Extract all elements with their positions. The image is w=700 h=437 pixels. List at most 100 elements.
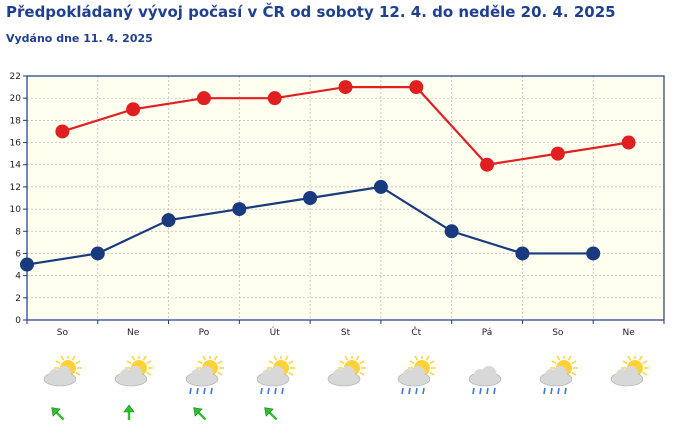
min-temperature-point [161, 213, 176, 228]
rain-drop [408, 387, 412, 395]
sun-ray [284, 355, 289, 361]
max-temperature-point [550, 146, 565, 161]
sun-ray [273, 355, 277, 361]
x-tick-label: Ne [127, 328, 140, 338]
sun-ray [426, 355, 430, 361]
max-temperature-point [480, 157, 495, 172]
rain-drop [543, 387, 546, 395]
cloud-puff [552, 366, 567, 380]
min-temperature-point [303, 191, 318, 205]
rain-drop [472, 387, 475, 395]
wind-arrow-icon [123, 404, 135, 422]
rain-drop [550, 387, 553, 395]
sun-ray [551, 360, 557, 365]
wind-arrow-icon [263, 407, 278, 421]
sun-cloud-rain-icon-graphic [539, 354, 578, 395]
cloud-puff [623, 366, 638, 380]
chart-axes: 0 2 4 6 8 10 12 14 16 18 20 22 So Ne Po Út St Čt Pá So Ne [10, 72, 665, 338]
cloud-rain-icon-graphic [468, 366, 502, 395]
x-tick-label: Ne [622, 328, 635, 338]
sun-ray [571, 371, 577, 376]
y-tick-label: 20 [10, 94, 22, 104]
x-tick-label: So [552, 328, 564, 338]
y-tick-label: 10 [10, 205, 22, 215]
min-temperature-point [232, 202, 247, 217]
sun-cloud-rain-icon [178, 354, 230, 421]
sun-ray [217, 371, 223, 376]
sun-ray [213, 355, 218, 361]
y-tick-label: 2 [15, 294, 21, 304]
plot-border [26, 75, 665, 321]
min-temperature-point [373, 179, 388, 194]
sun-ray [638, 355, 643, 361]
sun-ray [355, 355, 360, 361]
y-tick-label: 14 [10, 161, 22, 171]
chart-title: Předpokládaný vývoj počasí v ČR od sobot… [6, 3, 616, 21]
cloud-rain-icon [461, 356, 513, 420]
sun-ray [288, 371, 294, 376]
y-tick-label: 12 [10, 183, 21, 193]
arrow-head [193, 407, 203, 417]
sun-cloud-rain-icon [532, 354, 584, 420]
min-temperature-point [90, 246, 105, 261]
rain-drop [564, 387, 567, 395]
x-tick-label: St [341, 328, 351, 338]
sun-ray [358, 360, 364, 365]
sun-ray [556, 355, 560, 361]
rain-drop [479, 387, 482, 395]
sun-ray [288, 360, 294, 365]
weather-icon-row [0, 354, 700, 426]
sun-cloud-rain-icon [390, 354, 442, 420]
cloud-puff [482, 366, 497, 380]
x-tick-label: Út [270, 326, 281, 338]
arrow-head [123, 404, 135, 413]
sun-ray [55, 360, 61, 365]
max-temperature-point [126, 102, 141, 117]
sun-ray [429, 371, 435, 376]
rain-drop [422, 387, 426, 395]
rain-drop [486, 387, 489, 395]
sun-behind-cloud-icon-graphic [114, 354, 154, 422]
wind-arrow-icon [193, 407, 207, 421]
rain-drop [203, 387, 206, 395]
rain-drop [557, 387, 560, 395]
rain-drop [196, 387, 199, 395]
sun-behind-cloud-icon [36, 354, 88, 421]
cloud-puff [411, 366, 426, 380]
sun-behind-cloud-icon [320, 354, 372, 420]
sun-ray [146, 371, 152, 376]
min-temperature-point [20, 257, 34, 272]
sun-ray [358, 371, 364, 376]
sun-ray [339, 360, 345, 365]
sun-cloud-rain-icon-graphic [397, 354, 437, 395]
sun-cloud-rain-icon-graphic [256, 354, 295, 421]
rain-drop [415, 387, 419, 395]
cloud-puff [198, 366, 213, 380]
cloud-puff [128, 366, 143, 380]
sun-ray [642, 360, 648, 365]
sun-ray [202, 355, 207, 361]
rain-drop [210, 387, 213, 395]
rain-drop [493, 387, 496, 395]
sun-ray [146, 360, 152, 365]
sun-ray [268, 360, 274, 365]
sun-ray [143, 355, 147, 361]
y-tick-label: 18 [10, 116, 22, 126]
sun-behind-cloud-icon-graphic [327, 354, 366, 387]
rain-drop [401, 387, 405, 395]
min-temperature-point [444, 224, 459, 239]
sun-ray [409, 360, 415, 365]
sun-behind-cloud-icon-graphic [610, 354, 649, 387]
max-temperature-point [409, 80, 424, 95]
y-tick-label: 22 [10, 72, 21, 82]
sun-ray [197, 360, 203, 365]
rain-drop [273, 387, 277, 395]
x-tick-label: Po [199, 328, 210, 338]
y-tick-label: 0 [15, 316, 21, 326]
sun-behind-cloud-icon [603, 354, 655, 420]
wind-arrow-icon [51, 407, 65, 421]
sun-ray [131, 355, 136, 361]
max-temperature-point [338, 80, 353, 95]
sun-ray [622, 360, 628, 365]
